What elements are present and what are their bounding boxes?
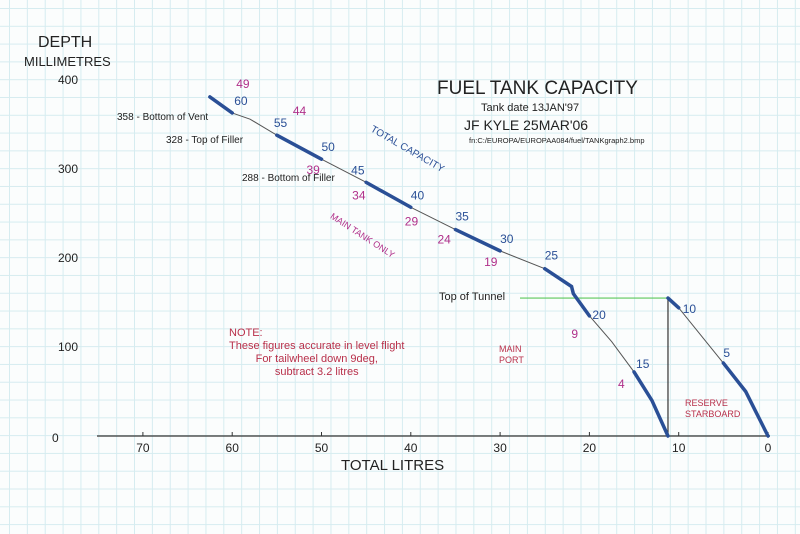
file-name: fn:C:/EUROPA/EUROPAA084/fuel/TANKgraph2.…: [469, 136, 645, 145]
series-highlight-segment: [275, 133, 324, 161]
total-litres-label: 20: [592, 308, 606, 322]
main-tank-litres-label: 9: [571, 327, 578, 341]
y-axis-units: MILLIMETRES: [24, 54, 111, 69]
series-highlight-segment: [632, 370, 670, 438]
total-litres-label: 30: [500, 232, 514, 246]
main-tank-litres-label: 19: [484, 255, 498, 269]
x-tick-label: 20: [583, 441, 597, 455]
main-port-label: MAIN PORT: [499, 344, 524, 366]
total-litres-label: 35: [455, 210, 469, 224]
main-tank-litres-label: 44: [293, 104, 307, 118]
x-tick-label: 50: [315, 441, 329, 455]
vent-annotation: 358 - Bottom of Vent: [117, 112, 209, 123]
x-tick-label: 30: [493, 441, 507, 455]
main-tank-litres-label: 39: [307, 163, 321, 177]
note-line: For tailwheel down 9deg,: [255, 353, 378, 365]
author-date: JF KYLE 25MAR'06: [464, 117, 589, 133]
main-tank-litres-label: 24: [437, 233, 451, 247]
series-highlight-segment: [543, 266, 592, 318]
x-tick-label: 10: [672, 441, 686, 455]
y-axis-label: DEPTH: [38, 34, 93, 51]
main-tank-litres-label: 29: [405, 214, 419, 228]
filler-bottom-annotation: 288 - Bottom of Filler: [242, 173, 335, 184]
main-tank-litres-label: 4: [618, 377, 625, 391]
total-litres-label: 5: [723, 346, 730, 360]
series-highlight-segment: [666, 296, 681, 310]
y-tick-label: 300: [58, 162, 78, 176]
main-tank-litres-label: 34: [352, 188, 366, 202]
x-axis-label: TOTAL LITRES: [341, 457, 445, 474]
note-heading: NOTE:: [229, 327, 263, 339]
x-tick-label: 0: [765, 441, 772, 455]
note-line: subtract 3.2 litres: [274, 366, 359, 378]
y-tick-label: 400: [58, 73, 78, 87]
total-litres-label: 25: [545, 249, 559, 263]
tunnel-annotation: Top of Tunnel: [439, 291, 506, 303]
y-tick-label: 100: [58, 340, 78, 354]
total-litres-label: 55: [274, 116, 288, 130]
main-port-line: PORT: [499, 355, 524, 365]
series-highlight-segment: [721, 361, 770, 438]
note: NOTE: These figures accurate in level fl…: [229, 327, 404, 379]
x-tick-label: 40: [404, 441, 418, 455]
y-tick-label: 200: [58, 251, 78, 265]
reserve-line: RESERVE: [685, 398, 728, 408]
total-litres-label: 10: [683, 302, 697, 316]
x-tick-label: 70: [136, 441, 150, 455]
main-tank-litres-label: 49: [236, 77, 250, 91]
tank-date: Tank date 13JAN'97: [481, 102, 580, 114]
main-port-line: MAIN: [499, 344, 522, 354]
total-litres-label: 15: [636, 357, 650, 371]
x-tick-label: 60: [226, 441, 240, 455]
total-litres-label: 50: [322, 140, 336, 154]
reserve-line: STARBOARD: [685, 409, 741, 419]
series-highlight-segment: [364, 180, 413, 210]
filler-top-annotation: 328 - Top of Filler: [166, 135, 244, 146]
reserve-label: RESERVE STARBOARD: [685, 398, 740, 420]
total-litres-label: 60: [234, 94, 248, 108]
chart-title: FUEL TANK CAPACITY: [437, 78, 638, 99]
series-highlight-segment: [208, 95, 234, 115]
series-line: [209, 96, 669, 437]
series-highlight-segment: [453, 227, 502, 253]
total-litres-label: 45: [351, 163, 365, 177]
y-tick-label: 0: [52, 431, 59, 445]
note-line: These figures accurate in level flight: [229, 340, 405, 352]
total-litres-label: 40: [411, 188, 425, 202]
series-line: [667, 297, 769, 437]
